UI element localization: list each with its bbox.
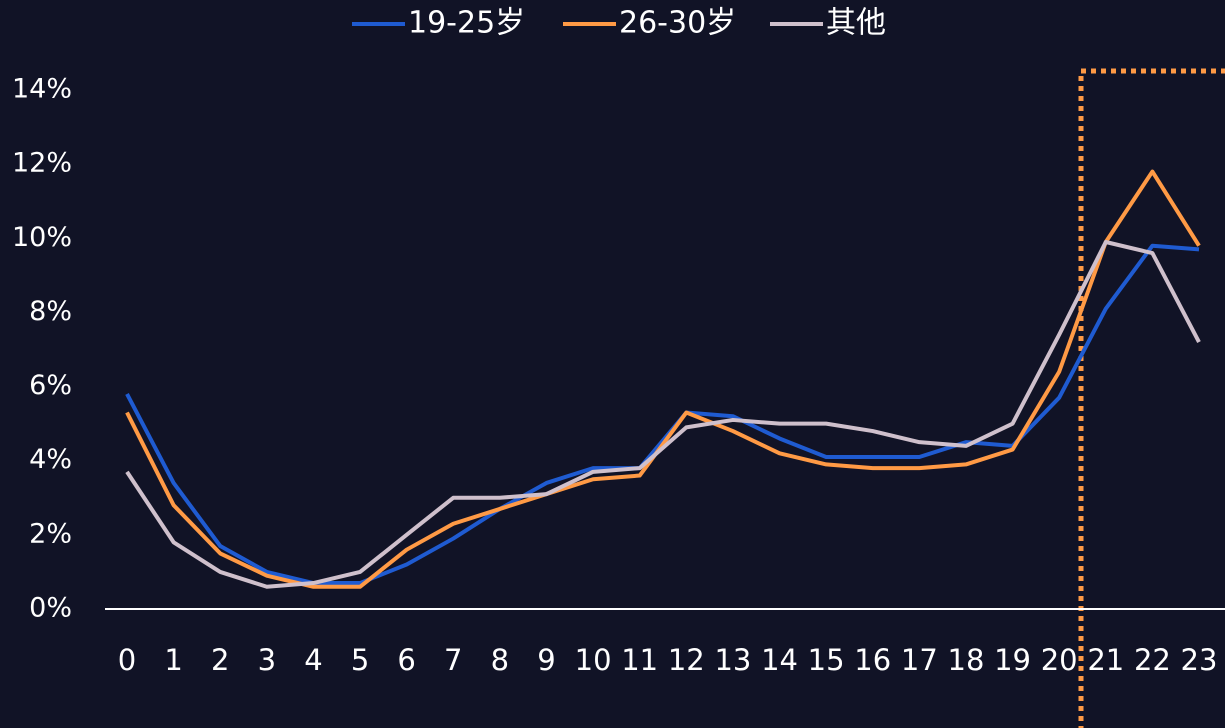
- series-line: [125, 243, 1200, 586]
- x-tick-label: 4: [304, 643, 322, 677]
- x-tick-label: 14: [761, 643, 798, 677]
- x-tick-label: 10: [575, 643, 612, 677]
- x-tick-label: 1: [164, 643, 182, 677]
- x-tick-label: 5: [351, 643, 369, 677]
- x-tick-label: 2: [211, 643, 229, 677]
- x-tick-label: 0: [118, 643, 136, 677]
- y-tick-label: 12%: [12, 148, 72, 179]
- series-line: [125, 239, 1201, 589]
- x-tick-label: 6: [397, 643, 415, 677]
- x-tick-label: 23: [1181, 643, 1218, 677]
- series-line: [125, 169, 1201, 589]
- x-tick-label: 16: [854, 643, 891, 677]
- x-tick-label: 8: [491, 643, 509, 677]
- legend-label: 19-25岁: [408, 6, 525, 41]
- x-tick-label: 9: [537, 643, 555, 677]
- y-tick-label: 4%: [29, 444, 72, 475]
- x-tick-label: 20: [1041, 643, 1078, 677]
- legend-label: 26-30岁: [619, 6, 736, 41]
- x-tick-label: 15: [808, 643, 845, 677]
- x-tick-label: 7: [444, 643, 462, 677]
- x-tick-label: 17: [901, 643, 938, 677]
- y-tick-label: 8%: [29, 296, 72, 327]
- y-tick-label: 2%: [29, 518, 72, 549]
- legend-label: 其他: [826, 6, 886, 41]
- x-tick-label: 18: [948, 643, 985, 677]
- x-tick-label: 11: [621, 643, 658, 677]
- y-tick-label: 10%: [12, 222, 72, 253]
- x-tick-label: 12: [668, 643, 705, 677]
- y-tick-label: 6%: [29, 370, 72, 401]
- x-tick-label: 13: [714, 643, 751, 677]
- highlight-box: [1078, 68, 1225, 728]
- x-tick-label: 19: [994, 643, 1031, 677]
- y-tick-label: 14%: [12, 74, 72, 105]
- x-tick-label: 3: [258, 643, 276, 677]
- x-tick-label: 22: [1134, 643, 1171, 677]
- y-tick-label: 0%: [29, 593, 72, 624]
- x-tick-label: 21: [1087, 643, 1124, 677]
